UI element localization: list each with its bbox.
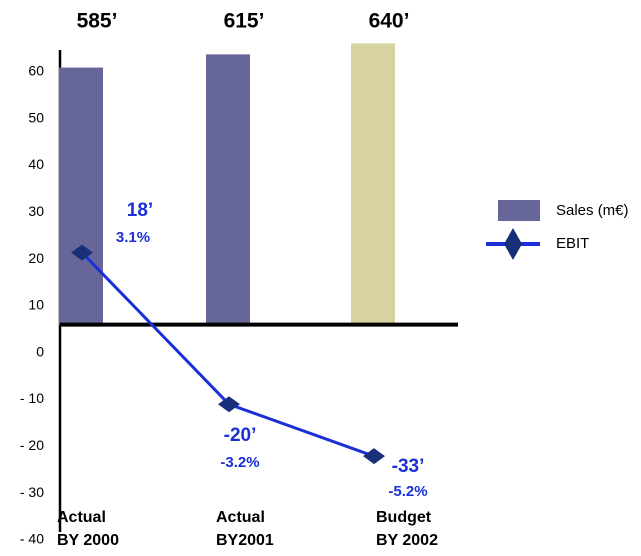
x-tick-label: Actual — [57, 509, 106, 526]
x-tick-label: Actual — [216, 509, 265, 526]
bar — [206, 54, 250, 325]
ebit-marker — [218, 396, 240, 413]
ebit-percent-label: 3.1% — [116, 229, 150, 246]
bar — [59, 67, 103, 325]
y-tick-label: 30 — [28, 203, 44, 219]
legend-label: Sales (m€) — [556, 202, 629, 219]
x-tick-label: BY 2002 — [376, 532, 438, 549]
ebit-percent-label: -3.2% — [220, 454, 259, 471]
ebit-marker — [71, 244, 93, 261]
bar-value-label: 615’ — [224, 10, 265, 33]
ebit-marker — [363, 448, 385, 465]
y-tick-label: - 30 — [20, 484, 44, 500]
y-tick-label: 60 — [28, 62, 44, 78]
ebit-value-label: -33’ — [392, 456, 425, 477]
bar-value-label: 640’ — [369, 10, 410, 33]
y-tick-label: 40 — [28, 156, 44, 172]
x-tick-label: Budget — [376, 509, 432, 526]
x-tick-label: BY 2000 — [57, 532, 119, 549]
ebit-percent-label: -5.2% — [388, 483, 427, 500]
y-tick-label: - 40 — [20, 531, 44, 547]
y-tick-label: - 10 — [20, 390, 44, 406]
bar-value-label: 585’ — [77, 10, 118, 33]
y-tick-label: 0 — [36, 343, 44, 359]
y-tick-label: 20 — [28, 250, 44, 266]
ebit-value-label: -20’ — [224, 425, 257, 446]
y-tick-label: 50 — [28, 109, 44, 125]
legend-marker — [504, 228, 522, 260]
ebit-value-label: 18’ — [127, 200, 153, 221]
bar — [351, 43, 395, 325]
y-tick-label: 10 — [28, 297, 44, 313]
y-tick-label: - 20 — [20, 437, 44, 453]
x-tick-label: BY2001 — [216, 532, 274, 549]
legend-swatch — [498, 200, 540, 221]
legend-label: EBIT — [556, 235, 589, 252]
